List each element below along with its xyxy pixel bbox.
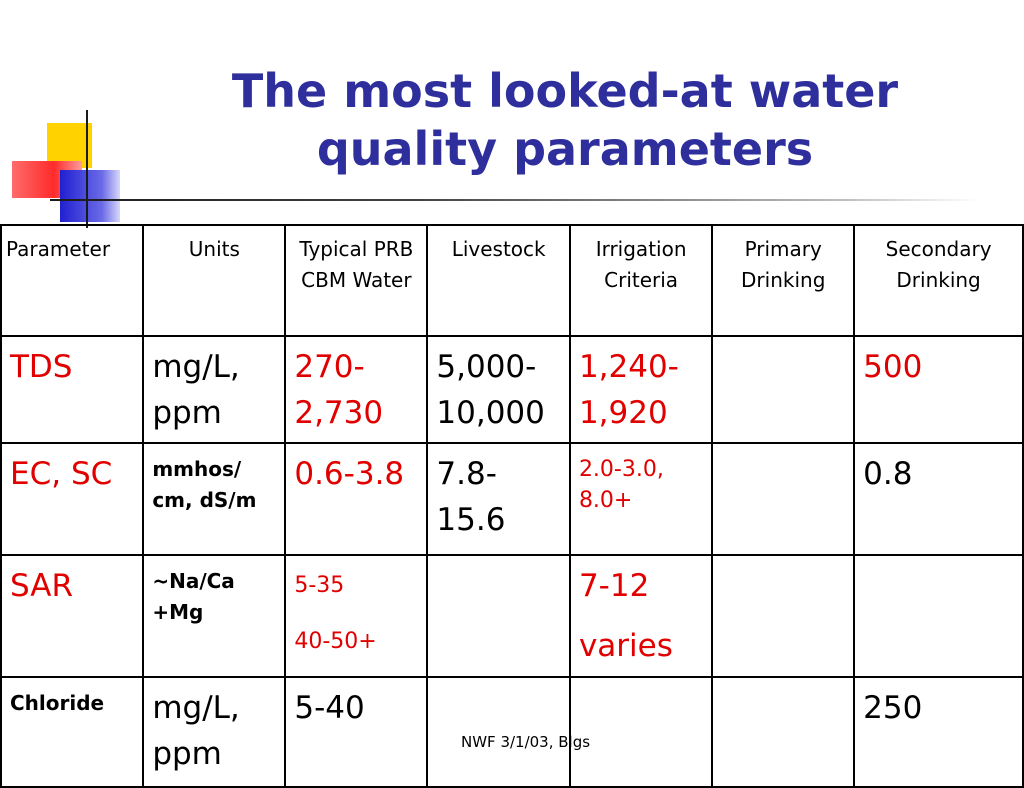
table-row: SAR ~Na/Ca +Mg 5-35 40-50+ 7-12 varies (0, 554, 1024, 678)
header-parameter: Parameter (0, 224, 145, 337)
cell-primary-drinking (711, 554, 856, 678)
cell-irrigation: 1,240-1,920 (568, 335, 714, 444)
water-quality-table: Parameter Units Typical PRB CBM Water Li… (0, 224, 1024, 788)
cell-line: 5-35 (294, 573, 345, 598)
header-typical: Typical PRB CBM Water (284, 224, 429, 337)
cell-parameter: TDS (0, 335, 145, 444)
table-row: TDS mg/L, ppm 270-2,730 5,000-10,000 1,2… (0, 335, 1024, 444)
cell-typical: 0.6-3.8 (284, 442, 429, 556)
cell-livestock: 5,000-10,000 (426, 335, 571, 444)
header-livestock: Livestock (426, 224, 571, 337)
header-secondary-drinking: Secondary Drinking (853, 224, 1024, 337)
cell-secondary-drinking: 250 (853, 676, 1024, 788)
cell-parameter: EC, SC (0, 442, 145, 556)
cell-irrigation: 7-12 varies (568, 554, 714, 678)
cell-line: 7-12 (578, 568, 650, 604)
decorative-blue-square (60, 170, 120, 222)
cell-primary-drinking (711, 676, 856, 788)
header-units: Units (142, 224, 287, 337)
cell-parameter: Chloride (0, 676, 145, 788)
table-row: EC, SC mmhos/ cm, dS/m 0.6-3.8 7.8-15.6 … (0, 442, 1024, 556)
cell-units: ~Na/Ca +Mg (142, 554, 287, 678)
cell-irrigation: 2.0-3.0, 8.0+ (568, 442, 714, 556)
table-row: Chloride mg/L, ppm 5-40 250 (0, 676, 1024, 788)
header-primary-drinking: Primary Drinking (711, 224, 856, 337)
title-underline (50, 199, 980, 201)
decorative-yellow-square (47, 123, 92, 168)
cell-secondary-drinking: 500 (853, 335, 1024, 444)
cell-units: mmhos/ cm, dS/m (142, 442, 287, 556)
cell-units: mg/L, ppm (142, 335, 287, 444)
cell-line: 40-50+ (294, 629, 377, 654)
header-row: Parameter Units Typical PRB CBM Water Li… (0, 224, 1024, 337)
cell-typical: 270-2,730 (284, 335, 429, 444)
slide-footer: NWF 3/1/03, Blgs (461, 733, 591, 751)
cell-primary-drinking (711, 442, 856, 556)
cell-irrigation (568, 676, 714, 788)
slide-title: The most looked-at water quality paramet… (231, 64, 899, 176)
cell-parameter: SAR (0, 554, 145, 678)
cell-units: mg/L, ppm (142, 676, 287, 788)
cell-primary-drinking (711, 335, 856, 444)
cell-secondary-drinking: 0.8 (853, 442, 1024, 556)
cell-livestock (426, 554, 571, 678)
decorative-vertical-line (86, 110, 88, 228)
cell-livestock: 7.8-15.6 (426, 442, 571, 556)
cell-line: varies (578, 628, 673, 664)
cell-typical: 5-40 (284, 676, 429, 788)
cell-secondary-drinking (853, 554, 1024, 678)
header-irrigation: Irrigation Criteria (568, 224, 714, 337)
cell-typical: 5-35 40-50+ (284, 554, 429, 678)
cell-livestock (426, 676, 571, 788)
